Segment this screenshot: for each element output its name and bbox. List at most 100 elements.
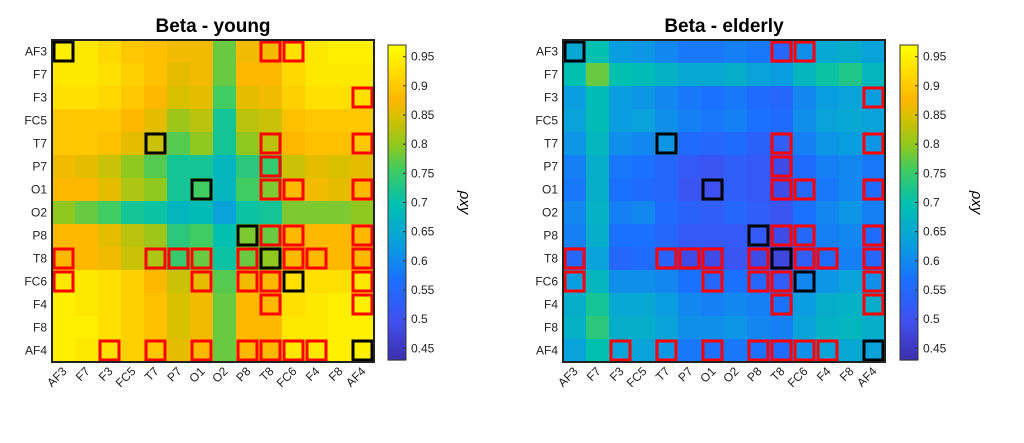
colorbar-segment [900, 256, 918, 260]
significant-cell-marker [793, 224, 816, 247]
y-tick-label: AF4 [25, 344, 47, 358]
colorbar-segment [388, 341, 406, 345]
heatmap-cell [282, 40, 306, 64]
colorbar-tick-label: 0.9 [411, 79, 428, 93]
heatmap-cell [678, 339, 702, 363]
significant-cell-marker [563, 247, 586, 270]
colorbar-segment [900, 177, 918, 182]
colorbar-segment [900, 85, 918, 90]
significant-cell-marker [144, 247, 167, 270]
heatmap-cell [167, 247, 191, 271]
colorbar-segment [900, 224, 918, 229]
heatmap-cell [724, 63, 748, 87]
plot-frame [562, 39, 886, 363]
colorbar-segment [388, 243, 406, 248]
colorbar-segment [388, 123, 406, 128]
heatmap-cell [770, 40, 794, 64]
significant-cell-marker [190, 339, 213, 362]
significant-cell-marker [770, 293, 793, 316]
heatmap-cell [724, 316, 748, 340]
colorbar-segment [388, 130, 406, 134]
heatmap-cell [144, 270, 168, 294]
significant-cell-marker [747, 339, 770, 362]
colorbar-segment [388, 193, 406, 197]
heatmap-cell [121, 247, 145, 271]
significant-cell-marker [259, 178, 282, 201]
heatmap-cell [586, 109, 610, 133]
colorbar-segment [388, 274, 406, 279]
y-tick-label: P7 [543, 160, 558, 174]
colorbar-segment [900, 218, 918, 222]
heatmap-cell [747, 132, 771, 156]
heatmap-cell [121, 109, 145, 133]
heatmap-cell [724, 132, 748, 156]
colorbar-segment [388, 319, 406, 323]
significant-cell-marker [259, 155, 282, 178]
heatmap-cell [167, 224, 191, 248]
heatmap-cell [121, 178, 145, 202]
heatmap-cell [121, 40, 145, 64]
heatmap-cell [98, 132, 122, 156]
heatmap-cell [839, 86, 863, 110]
heatmap-cell [213, 63, 237, 87]
heatmap-cell [236, 247, 260, 271]
heatmap-cell [632, 86, 656, 110]
heatmap-cell [747, 270, 771, 294]
colorbar-segment [900, 211, 918, 216]
heatmap-cell [305, 270, 329, 294]
heatmap-cell [75, 247, 99, 271]
heatmap-cell [678, 201, 702, 225]
y-tick-label: O1 [31, 183, 47, 197]
heatmap-cell [770, 247, 794, 271]
significant-cell-marker [862, 247, 885, 270]
heatmap-cell [236, 63, 260, 87]
colorbar-tick-label: 0.65 [923, 225, 947, 239]
heatmap-cell [190, 86, 214, 110]
colorbar-segment [388, 199, 406, 204]
heatmap-cell [862, 224, 886, 248]
heatmap-cell [259, 339, 283, 363]
significant-cell-marker [655, 339, 678, 362]
heatmap-cell [609, 178, 633, 202]
heatmap-cell [328, 339, 352, 363]
heatmap-cell [563, 155, 587, 179]
colorbar-segment [900, 186, 918, 191]
significant-cell-marker [609, 339, 632, 362]
significant-cell-marker [816, 247, 839, 270]
significant-cell-marker [563, 270, 586, 293]
heatmap-cell [305, 155, 329, 179]
significant-cell-marker [167, 247, 190, 270]
heatmap-cell [213, 155, 237, 179]
heatmap-cell [75, 63, 99, 87]
heatmap-cell [144, 247, 168, 271]
heatmap-cell [328, 247, 352, 271]
heatmap-cell [75, 40, 99, 64]
heatmap-cell [678, 132, 702, 156]
heatmap-cell [563, 293, 587, 317]
significant-cell-marker [144, 339, 167, 362]
heatmap-cell [98, 86, 122, 110]
heatmap-cell [167, 86, 191, 110]
colorbar-segment [900, 126, 918, 131]
heatmap-cell [586, 155, 610, 179]
colorbar-segment [900, 315, 918, 320]
colorbar-segment [900, 243, 918, 248]
heatmap-cell [609, 339, 633, 363]
heatmap-cell [236, 316, 260, 340]
colorbar-segment [900, 341, 918, 345]
colorbar-segment [388, 356, 406, 361]
heatmap-cell [609, 86, 633, 110]
heatmap-cell [259, 63, 283, 87]
colorbar-segment [388, 171, 406, 175]
colorbar-tick-label: 0.6 [923, 254, 940, 268]
y-tick-label: O2 [542, 206, 558, 220]
heatmap-cell [259, 155, 283, 179]
diagonal-cell-marker [190, 178, 213, 201]
colorbar-segment [900, 101, 918, 106]
colorbar-segment [388, 51, 406, 56]
heatmap-cell [351, 132, 375, 156]
heatmap-cell [793, 293, 817, 317]
heatmap-cell [770, 224, 794, 248]
heatmap-cell [724, 86, 748, 110]
colorbar-tick-label: 0.7 [411, 196, 428, 210]
